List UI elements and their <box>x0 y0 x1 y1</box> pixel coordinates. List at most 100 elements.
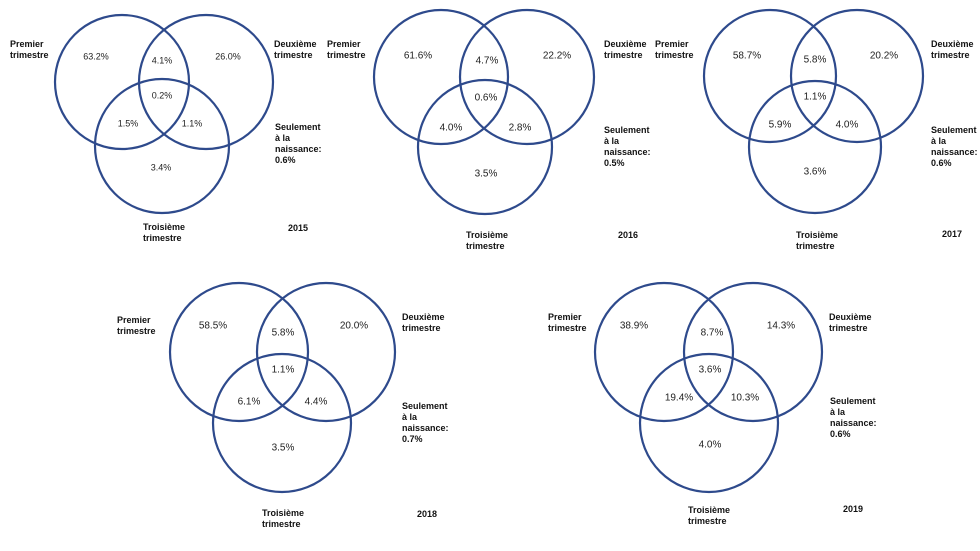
circle-troisieme-trimestre <box>93 77 231 215</box>
circle-troisieme-trimestre <box>211 352 353 494</box>
label-seulement-naissance-line: Seulement <box>275 122 321 132</box>
circle-troisieme-trimestre <box>416 78 554 216</box>
circle-troisieme-trimestre <box>747 79 883 215</box>
pct-second-third: 4.4% <box>305 397 328 408</box>
label-seulement-naissance-line: à la <box>830 407 846 417</box>
pct-first-third: 4.0% <box>440 123 463 134</box>
circle-deuxieme-trimestre <box>255 281 397 423</box>
pct-third-only: 3.4% <box>151 162 172 172</box>
pct-all-three: 0.6% <box>475 93 498 104</box>
pct-first-second: 4.7% <box>476 56 499 67</box>
label-deuxieme-trimestre: Deuxième trimestre <box>931 39 974 60</box>
label-premier-trimestre-line: Premier <box>655 39 689 49</box>
venn-diagram-2018: 58.5% 20.0%5.8%1.1%6.1% 4.4%3.5%Premier tri… <box>117 281 449 529</box>
venn-diagram-2019: 38.9% 14.3%8.7%3.6%19.4% 10.3%4.0%Premier t… <box>548 281 877 526</box>
label-troisieme-trimestre-line: Troisième <box>688 505 730 515</box>
pct-second-third: 10.3% <box>731 393 759 404</box>
circle-premier-trimestre <box>702 8 838 144</box>
pct-all-three: 1.1% <box>804 92 827 103</box>
label-troisieme-trimestre: Troisième trimestre <box>466 230 508 251</box>
label-deuxieme-trimestre-line: trimestre <box>931 50 970 60</box>
label-seulement-naissance-line: Seulement <box>931 125 977 135</box>
label-premier-trimestre: Premier trimestre <box>655 39 694 60</box>
label-troisieme-trimestre: Troisième trimestre <box>796 230 838 251</box>
label-seulement-naissance-line: Seulement <box>402 401 448 411</box>
label-deuxieme-trimestre-line: trimestre <box>274 50 313 60</box>
label-premier-trimestre-line: trimestre <box>548 323 587 333</box>
label-premier-trimestre: Premier trimestre <box>327 39 366 60</box>
pct-second-only: 22.2% <box>543 51 571 62</box>
circle-premier-trimestre <box>168 281 310 423</box>
year-label: 2017 <box>942 229 962 239</box>
label-deuxieme-trimestre: Deuxième trimestre <box>829 312 872 333</box>
label-premier-trimestre: Premier trimestre <box>548 312 587 333</box>
label-troisieme-trimestre-line: trimestre <box>688 516 727 526</box>
venn-diagram-2016: 61.6% 22.2%4.7%0.6%4.0% 2.8%3.5%Premier tri… <box>327 8 651 251</box>
label-deuxieme-trimestre-line: Deuxième <box>931 39 974 49</box>
pct-second-third: 4.0% <box>836 120 859 131</box>
label-premier-trimestre-line: Premier <box>548 312 582 322</box>
year-label: 2019 <box>843 504 863 514</box>
label-seulement-naissance: Seulement à la naissance: 0.6% <box>931 125 978 168</box>
label-troisieme-trimestre-line: trimestre <box>262 519 301 529</box>
pct-third-only: 3.5% <box>475 169 498 180</box>
pct-all-three: 1.1% <box>272 365 295 376</box>
label-deuxieme-trimestre-line: trimestre <box>829 323 868 333</box>
label-seulement-naissance-line: à la <box>931 136 947 146</box>
label-deuxieme-trimestre-line: Deuxième <box>829 312 872 322</box>
year-label: 2016 <box>618 230 638 240</box>
label-premier-trimestre-line: trimestre <box>10 50 49 60</box>
label-seulement-naissance: Seulement à la naissance: 0.6% <box>830 396 877 439</box>
label-deuxieme-trimestre-line: trimestre <box>604 50 643 60</box>
pct-second-only: 26.0% <box>215 51 241 61</box>
pct-first-second: 4.1% <box>152 55 173 65</box>
pct-second-only: 14.3% <box>767 321 795 332</box>
pct-second-third: 2.8% <box>509 123 532 134</box>
label-seulement-naissance: Seulement à la naissance: 0.7% <box>402 401 449 444</box>
label-seulement-naissance-line: naissance: <box>931 147 978 157</box>
pct-first-third: 5.9% <box>769 120 792 131</box>
label-seulement-naissance-line: à la <box>604 136 620 146</box>
label-seulement-naissance: Seulement à la naissance: 0.5% <box>604 125 651 168</box>
label-seulement-naissance-line: naissance: <box>830 418 877 428</box>
pct-first-only: 61.6% <box>404 51 432 62</box>
label-deuxieme-trimestre-line: Deuxième <box>402 312 445 322</box>
label-deuxieme-trimestre: Deuxième trimestre <box>274 39 317 60</box>
label-troisieme-trimestre-line: Troisième <box>143 222 185 232</box>
label-seulement-naissance-line: naissance: <box>604 147 651 157</box>
pct-second-only: 20.0% <box>340 321 368 332</box>
label-seulement-naissance-line: à la <box>275 133 291 143</box>
label-troisieme-trimestre-line: trimestre <box>143 233 182 243</box>
circle-premier-trimestre <box>593 281 735 423</box>
label-premier-trimestre: Premier trimestre <box>10 39 49 60</box>
pct-first-only: 38.9% <box>620 321 648 332</box>
pct-third-only: 4.0% <box>699 440 722 451</box>
pct-first-only: 63.2% <box>83 51 109 61</box>
pct-first-second: 5.8% <box>272 328 295 339</box>
label-seulement-naissance-line: à la <box>402 412 418 422</box>
label-troisieme-trimestre-line: Troisième <box>796 230 838 240</box>
circle-premier-trimestre <box>53 13 191 151</box>
birth-only-value: 0.7% <box>402 434 423 444</box>
label-seulement-naissance-line: Seulement <box>604 125 650 135</box>
label-troisieme-trimestre: Troisième trimestre <box>688 505 730 526</box>
label-premier-trimestre-line: trimestre <box>655 50 694 60</box>
label-troisieme-trimestre-line: trimestre <box>466 241 505 251</box>
circle-deuxieme-trimestre <box>458 8 596 146</box>
label-premier-trimestre-line: Premier <box>327 39 361 49</box>
label-seulement-naissance-line: Seulement <box>830 396 876 406</box>
label-troisieme-trimestre-line: trimestre <box>796 241 835 251</box>
pct-all-three: 0.2% <box>152 90 173 100</box>
label-deuxieme-trimestre: Deuxième trimestre <box>604 39 647 60</box>
birth-only-value: 0.6% <box>830 429 851 439</box>
pct-first-second: 5.8% <box>804 55 827 66</box>
circle-deuxieme-trimestre <box>789 8 925 144</box>
pct-first-only: 58.7% <box>733 51 761 62</box>
circle-troisieme-trimestre <box>638 352 780 494</box>
label-premier-trimestre-line: trimestre <box>327 50 366 60</box>
circle-deuxieme-trimestre <box>682 281 824 423</box>
pct-first-second: 8.7% <box>701 328 724 339</box>
birth-only-value: 0.5% <box>604 158 625 168</box>
pct-first-third: 19.4% <box>665 393 693 404</box>
birth-only-value: 0.6% <box>275 155 296 165</box>
